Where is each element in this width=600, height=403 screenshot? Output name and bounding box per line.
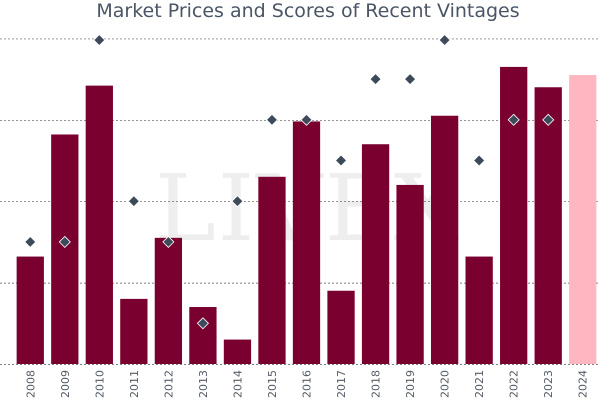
bar-2008 — [16, 256, 44, 364]
x-tick-label: 2009 — [59, 370, 72, 398]
bar-2012 — [154, 237, 183, 364]
bar-series — [16, 66, 597, 365]
bar-2019 — [396, 184, 424, 364]
bar-2011 — [120, 298, 148, 364]
score-marker-2016 — [300, 113, 313, 126]
bar-2023 — [534, 87, 562, 364]
x-tick-label: 2008 — [24, 370, 37, 398]
score-marker-2018 — [369, 73, 382, 86]
bar-2022 — [500, 66, 528, 364]
score-marker-2014 — [231, 195, 244, 208]
x-tick-label: 2021 — [473, 370, 486, 398]
x-tick-label: 2010 — [93, 370, 106, 398]
x-tick-label: 2022 — [508, 370, 521, 398]
score-marker-2019 — [404, 73, 417, 86]
x-axis-ticks: 2008 2009 2010 2011 2012 2013 2014 2015 2016 2017… — [24, 370, 589, 398]
score-marker-2011 — [127, 195, 140, 208]
x-tick-label: 2013 — [197, 370, 210, 398]
bar-2021 — [465, 256, 493, 364]
bar-2016 — [292, 121, 321, 364]
score-marker-2015 — [265, 113, 279, 126]
bar-2018 — [361, 144, 390, 364]
score-marker-2022 — [507, 113, 520, 126]
x-tick-label: 2019 — [404, 370, 417, 398]
chart-title: Market Prices and Scores of Recent Vinta… — [96, 0, 519, 22]
score-marker-2020 — [438, 33, 451, 47]
x-tick-label: 2016 — [301, 370, 314, 398]
score-marker-2021 — [473, 154, 486, 167]
score-marker-2010 — [93, 33, 106, 47]
x-tick-label: 2014 — [231, 370, 244, 398]
score-marker-2013 — [196, 317, 209, 330]
x-tick-label: 2017 — [335, 370, 348, 398]
bar-2009 — [51, 134, 79, 364]
bar-2020 — [430, 115, 459, 365]
x-tick-label: 2018 — [370, 370, 383, 398]
bar-2010 — [85, 85, 113, 364]
score-series — [24, 33, 555, 330]
x-tick-label: 2020 — [439, 370, 452, 398]
score-marker-2023 — [542, 113, 555, 126]
x-tick-label: 2012 — [162, 370, 175, 398]
x-tick-label: 2024 — [577, 370, 590, 398]
x-tick-label: 2015 — [266, 370, 279, 398]
score-marker-2017 — [334, 154, 348, 167]
x-tick-label: 2011 — [128, 370, 141, 398]
score-marker-2012 — [162, 235, 175, 248]
bar-2014 — [223, 339, 252, 364]
x-tick-label: 2023 — [542, 370, 555, 398]
bar-2013 — [189, 307, 217, 364]
bar-2017 — [327, 290, 355, 364]
score-marker-2009 — [58, 235, 71, 248]
score-marker-2008 — [24, 235, 37, 248]
bar-2024 — [569, 75, 597, 365]
bar-2015 — [258, 176, 286, 364]
